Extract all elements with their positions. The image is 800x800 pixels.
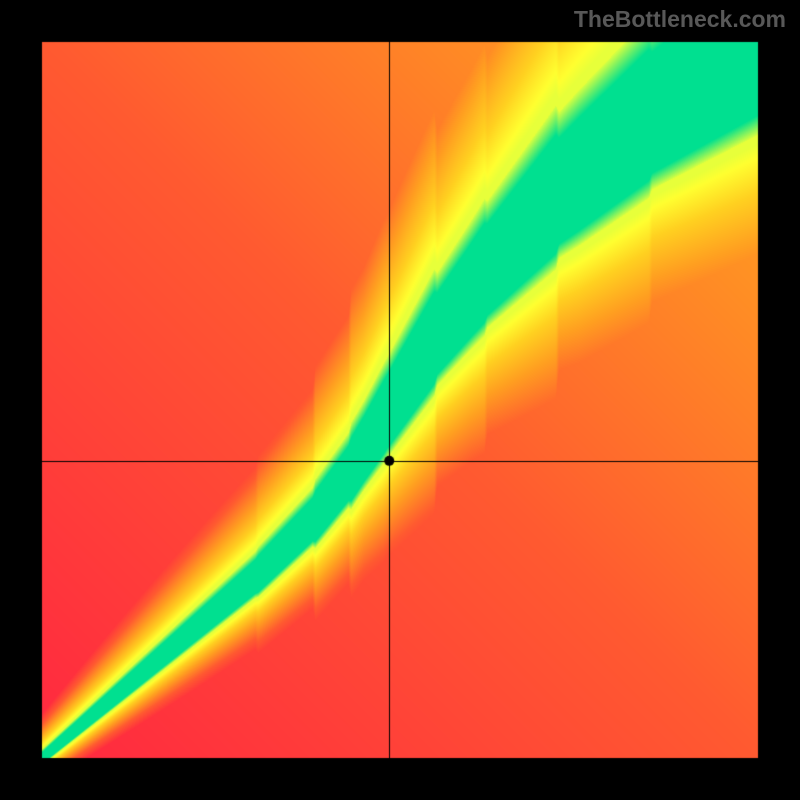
watermark-text: TheBottleneck.com	[574, 6, 786, 33]
bottleneck-heatmap	[0, 0, 800, 800]
